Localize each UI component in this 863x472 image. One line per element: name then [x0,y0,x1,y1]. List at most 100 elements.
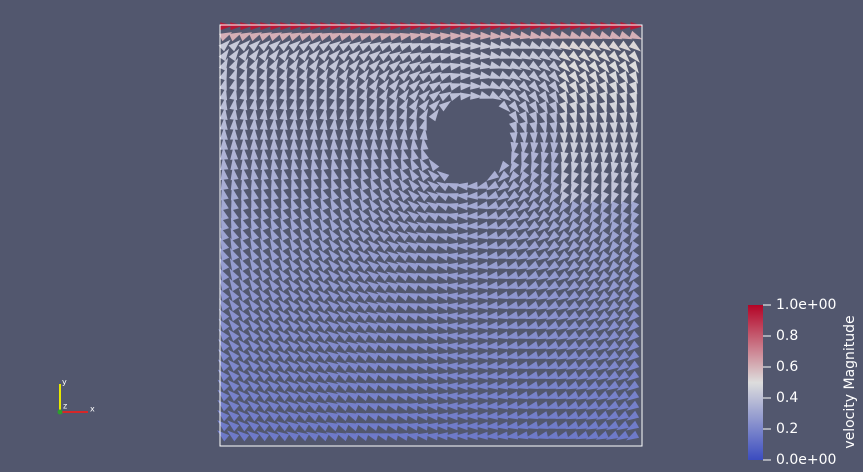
velocity-glyph [425,312,439,321]
velocity-glyph [280,137,289,150]
velocity-glyph [239,32,253,42]
velocity-glyph [495,251,509,259]
velocity-glyph [249,258,260,272]
velocity-glyph [495,341,509,350]
velocity-glyph [347,239,360,252]
velocity-glyph [359,117,368,131]
velocity-glyph [596,390,609,401]
velocity-glyph [599,31,613,40]
velocity-glyph [435,332,449,341]
velocity-glyph [565,350,579,360]
velocity-glyph [627,330,640,342]
velocity-glyph [360,22,373,31]
velocity-glyph [545,351,559,360]
velocity-glyph [505,281,519,289]
velocity-glyph [627,300,640,313]
velocity-glyph [309,117,318,130]
velocity-glyph [330,197,340,211]
velocity-glyph [588,81,599,94]
velocity-glyph [465,361,478,370]
velocity-glyph [495,210,509,220]
velocity-glyph [619,122,628,135]
velocity-glyph [328,238,340,252]
velocity-glyph [386,230,400,242]
velocity-glyph [599,111,608,125]
velocity-glyph [525,321,539,329]
velocity-glyph [508,90,521,103]
velocity-glyph [416,221,430,232]
velocity-glyph [445,302,458,311]
velocity-glyph [425,232,439,241]
velocity-glyph [375,383,389,391]
velocity-glyph [516,240,529,251]
velocity-glyph [350,157,359,171]
velocity-glyph [229,77,237,91]
velocity-glyph [238,288,250,302]
velocity-glyph [375,322,389,332]
velocity-glyph [435,422,448,431]
velocity-glyph [485,411,498,420]
velocity-glyph [596,310,610,322]
velocity-glyph [505,421,519,430]
velocity-glyph [435,223,449,231]
velocity-glyph [289,77,298,91]
velocity-glyph [219,258,230,271]
velocity-glyph [460,82,473,91]
velocity-glyph [297,309,310,322]
velocity-glyph [376,291,390,302]
velocity-glyph [408,89,420,102]
velocity-glyph [340,22,353,31]
velocity-glyph [250,137,259,150]
velocity-glyph [449,93,463,101]
velocity-glyph [555,431,569,439]
velocity-glyph [629,101,638,115]
velocity-glyph [475,251,489,260]
velocity-glyph [306,360,320,372]
velocity-glyph [270,147,279,160]
velocity-glyph [415,382,429,391]
velocity-glyph [630,142,639,155]
velocity-glyph [347,280,360,292]
velocity-glyph [229,67,238,81]
velocity-glyph [418,89,431,102]
velocity-glyph [288,49,300,62]
velocity-glyph [558,80,569,94]
velocity-glyph [475,321,488,330]
velocity-glyph [496,200,509,211]
velocity-glyph [415,303,429,311]
velocity-glyph [485,401,498,410]
velocity-glyph [619,91,627,105]
velocity-glyph [395,373,409,381]
velocity-glyph [395,292,409,302]
velocity-glyph [276,400,290,412]
velocity-glyph [359,198,370,212]
velocity-glyph [628,40,642,52]
velocity-glyph [596,370,610,381]
velocity-glyph [348,78,359,92]
velocity-glyph [480,22,493,30]
velocity-glyph [327,259,340,272]
velocity-glyph [398,51,412,62]
velocity-glyph [607,310,620,322]
velocity-glyph [229,127,238,140]
velocity-glyph [359,97,367,111]
axes-triad: x y z [57,378,95,415]
velocity-glyph [345,392,359,402]
velocity-glyph [428,108,440,122]
velocity-glyph [555,371,569,380]
velocity-glyph [306,401,320,412]
velocity-glyph [429,62,443,72]
velocity-glyph [388,60,401,72]
velocity-glyph [219,268,230,282]
velocity-glyph [435,202,449,211]
velocity-glyph [599,132,608,145]
velocity-glyph [531,151,539,165]
velocity-glyph [586,310,600,322]
velocity-glyph [385,423,399,431]
velocity-glyph [388,97,398,111]
velocity-glyph [270,22,283,31]
velocity-glyph [465,291,478,300]
velocity-glyph [450,32,463,41]
velocity-glyph [376,260,390,272]
velocity-glyph [378,209,390,222]
